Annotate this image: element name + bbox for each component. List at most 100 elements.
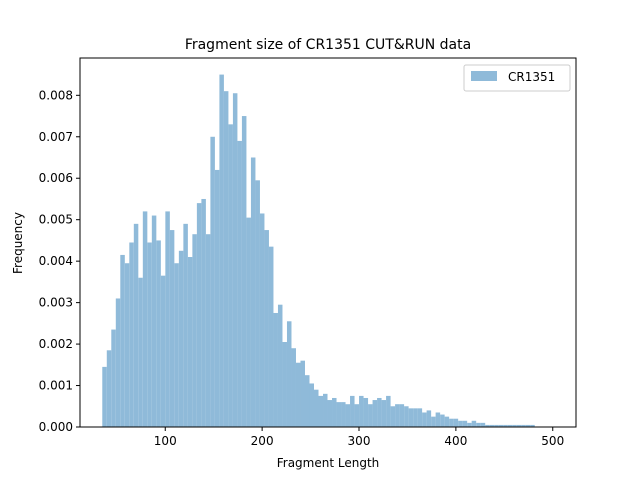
legend-label: CR1351 bbox=[508, 70, 555, 84]
histogram-bar bbox=[133, 223, 139, 427]
histogram-bar bbox=[309, 383, 315, 427]
histogram-bar bbox=[449, 418, 454, 427]
histogram-bar bbox=[156, 240, 161, 427]
histogram-bar bbox=[214, 169, 220, 427]
histogram-bar bbox=[250, 157, 256, 427]
histogram-bar bbox=[273, 312, 278, 427]
histogram-bar bbox=[435, 412, 441, 427]
histogram-bar bbox=[205, 234, 211, 427]
histogram-bar bbox=[390, 406, 396, 427]
histogram-bar bbox=[480, 422, 486, 427]
y-tick-label: 0.007 bbox=[39, 130, 73, 144]
histogram-bar bbox=[485, 424, 490, 427]
histogram-bar bbox=[377, 397, 382, 427]
histogram-bar bbox=[318, 395, 324, 427]
histogram-bar bbox=[187, 257, 193, 427]
histogram-bar bbox=[399, 404, 405, 427]
histogram-bar bbox=[264, 230, 269, 427]
histogram-bar bbox=[341, 402, 346, 427]
histogram-bar bbox=[314, 389, 319, 427]
y-tick-label: 0.000 bbox=[39, 420, 73, 434]
histogram-bar bbox=[286, 321, 292, 427]
histogram-bar bbox=[241, 116, 247, 427]
histogram-bar bbox=[530, 424, 535, 427]
histogram-bar bbox=[115, 298, 121, 427]
x-tick-label: 400 bbox=[444, 434, 467, 448]
histogram-bar bbox=[255, 180, 260, 427]
histogram-bar bbox=[192, 234, 197, 427]
histogram-bar bbox=[201, 198, 206, 427]
histogram-bar bbox=[381, 400, 387, 427]
histogram-bar bbox=[291, 348, 296, 427]
histogram-bar bbox=[354, 404, 360, 427]
histogram-bar bbox=[268, 246, 274, 427]
y-tick-label: 0.003 bbox=[39, 296, 73, 310]
histogram-bar bbox=[165, 211, 170, 427]
histogram-bar bbox=[431, 416, 436, 427]
histogram-bar bbox=[368, 404, 373, 427]
histogram-bar bbox=[304, 375, 310, 427]
histogram-bar bbox=[246, 217, 251, 427]
histogram-bar bbox=[259, 213, 265, 427]
histogram-bar bbox=[458, 420, 463, 427]
histogram-bar bbox=[471, 420, 477, 427]
y-tick-label: 0.001 bbox=[39, 379, 73, 393]
histogram-bar bbox=[111, 329, 116, 427]
y-ticks-group: 0.000 0.001 0.002 0.003 0.004 0.005 0.006 0.007… bbox=[39, 88, 80, 434]
histogram-bar bbox=[444, 416, 450, 427]
y-tick-label: 0.006 bbox=[39, 171, 73, 185]
bars-group bbox=[102, 74, 535, 428]
histogram-bar bbox=[525, 424, 531, 427]
histogram-bar bbox=[453, 418, 459, 427]
histogram-bar bbox=[359, 395, 364, 427]
histogram-bar bbox=[129, 242, 134, 427]
histogram-bar bbox=[413, 408, 418, 427]
histogram-bar bbox=[417, 408, 423, 427]
x-axis-label: Fragment Length bbox=[277, 456, 380, 470]
histogram-bar bbox=[196, 203, 202, 427]
histogram-bar bbox=[476, 422, 481, 427]
histogram-bar bbox=[169, 230, 175, 427]
histogram-bar bbox=[512, 424, 517, 427]
histogram-bar bbox=[516, 424, 522, 427]
y-tick-label: 0.004 bbox=[39, 254, 73, 268]
histogram-bar bbox=[102, 366, 107, 427]
histogram-bar bbox=[295, 362, 301, 427]
y-tick-label: 0.008 bbox=[39, 88, 73, 102]
histogram-bar bbox=[408, 408, 414, 427]
histogram-bar bbox=[237, 140, 242, 428]
histogram-bar bbox=[372, 400, 378, 427]
histogram-bar bbox=[503, 424, 508, 427]
histogram-bar bbox=[160, 275, 166, 427]
histogram-bar bbox=[494, 424, 499, 427]
histogram-bar bbox=[147, 242, 152, 427]
histogram-bar bbox=[426, 410, 432, 427]
x-ticks-group: 100 200 300 400 500 bbox=[154, 427, 564, 448]
x-tick-label: 200 bbox=[251, 434, 274, 448]
histogram-bar bbox=[350, 395, 355, 427]
histogram-bar bbox=[521, 424, 526, 427]
y-axis-label: Frequency bbox=[11, 212, 25, 274]
histogram-bar bbox=[404, 406, 409, 427]
legend-swatch bbox=[471, 71, 497, 81]
histogram-bar bbox=[232, 93, 238, 427]
histogram-bar bbox=[124, 263, 130, 427]
histogram-bar bbox=[277, 304, 283, 427]
histogram-bar bbox=[489, 424, 495, 427]
histogram-bar bbox=[386, 395, 391, 427]
histogram-bar bbox=[120, 254, 125, 427]
y-tick-label: 0.005 bbox=[39, 213, 73, 227]
histogram-bar bbox=[323, 393, 328, 427]
histogram-bar bbox=[363, 397, 369, 427]
histogram-bar bbox=[219, 74, 224, 428]
x-tick-label: 100 bbox=[154, 434, 177, 448]
histogram-bar bbox=[395, 404, 400, 427]
histogram-bar bbox=[507, 424, 513, 427]
histogram-bar bbox=[142, 211, 148, 427]
axes-frame bbox=[79, 57, 577, 428]
histogram-bar bbox=[228, 124, 233, 427]
histogram-bar bbox=[300, 360, 305, 427]
histogram-bar bbox=[138, 277, 143, 427]
